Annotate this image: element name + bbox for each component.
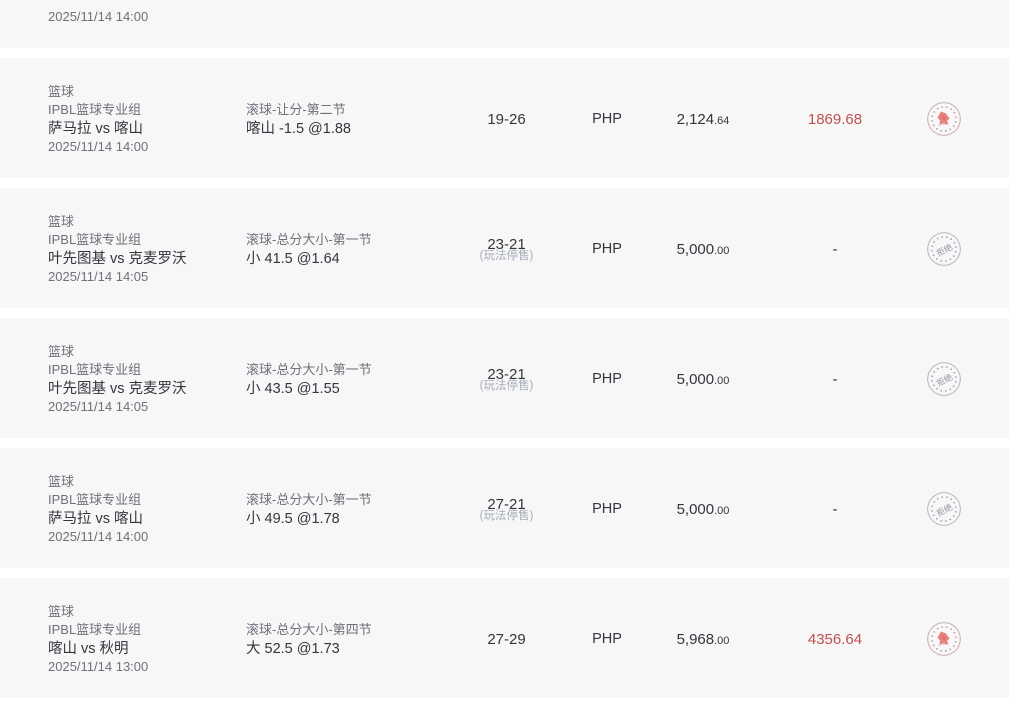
svg-text:拒绝: 拒绝 bbox=[935, 501, 954, 517]
svg-text:拒绝: 拒绝 bbox=[935, 241, 954, 257]
svg-text:拒绝: 拒绝 bbox=[935, 371, 954, 387]
